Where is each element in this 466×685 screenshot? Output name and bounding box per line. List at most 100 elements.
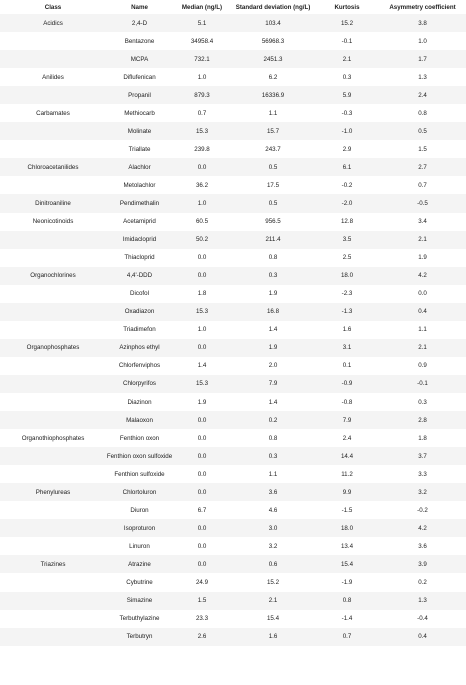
table-row: Linuron 0.0 3.2 13.4 3.6 bbox=[0, 537, 466, 556]
name-cell: Fenthion oxon bbox=[106, 429, 173, 448]
kurtosis-cell: -0.1 bbox=[315, 32, 379, 51]
table-row: Fenthion oxon sulfoxide 0.0 0.3 14.4 3.7 bbox=[0, 447, 466, 466]
class-cell bbox=[0, 537, 106, 556]
name-cell: Chlortoluron bbox=[106, 483, 173, 502]
table-row: Chloroacetanilides Alachlor 0.0 0.5 6.1 2.7 bbox=[0, 158, 466, 177]
kurtosis-cell: 2.4 bbox=[315, 429, 379, 448]
median-cell: 0.7 bbox=[173, 104, 231, 123]
asymmetry-cell: 0.8 bbox=[379, 104, 466, 123]
median-cell: 0.0 bbox=[173, 447, 231, 466]
std-dev-cell: 0.8 bbox=[231, 248, 315, 267]
kurtosis-cell: 2.5 bbox=[315, 248, 379, 267]
median-cell: 15.3 bbox=[173, 374, 231, 393]
class-cell bbox=[0, 50, 106, 69]
kurtosis-cell: 7.9 bbox=[315, 411, 379, 430]
class-cell: Chloroacetanilides bbox=[0, 158, 106, 177]
class-cell: Dinitroaniline bbox=[0, 194, 106, 213]
asymmetry-cell: 2.1 bbox=[379, 338, 466, 357]
std-dev-cell: 3.6 bbox=[231, 483, 315, 502]
asymmetry-cell: -0.4 bbox=[379, 609, 466, 628]
std-dev-cell: 1.4 bbox=[231, 320, 315, 339]
median-cell: 15.3 bbox=[173, 302, 231, 321]
asymmetry-cell: 3.4 bbox=[379, 212, 466, 231]
header-kurtosis: Kurtosis bbox=[315, 0, 379, 14]
class-cell bbox=[0, 86, 106, 105]
table-row: Terbutryn 2.6 1.6 0.7 0.4 bbox=[0, 627, 466, 646]
table-row: Simazine 1.5 2.1 0.8 1.3 bbox=[0, 591, 466, 610]
class-cell: Organophosphates bbox=[0, 338, 106, 357]
std-dev-cell: 0.6 bbox=[231, 555, 315, 574]
kurtosis-cell: -1.5 bbox=[315, 501, 379, 520]
table-row: Dicofol 1.8 1.9 -2.3 0.0 bbox=[0, 284, 466, 303]
asymmetry-cell: 2.4 bbox=[379, 86, 466, 105]
asymmetry-cell: 0.5 bbox=[379, 122, 466, 141]
median-cell: 0.0 bbox=[173, 519, 231, 538]
class-cell bbox=[0, 122, 106, 141]
kurtosis-cell: 0.8 bbox=[315, 591, 379, 610]
asymmetry-cell: 3.9 bbox=[379, 555, 466, 574]
asymmetry-cell: 0.2 bbox=[379, 573, 466, 592]
kurtosis-cell: 2.1 bbox=[315, 50, 379, 69]
name-cell: Diuron bbox=[106, 501, 173, 520]
name-cell: Fenthion sulfoxide bbox=[106, 465, 173, 484]
median-cell: 2.6 bbox=[173, 627, 231, 646]
table-row: MCPA 732.1 2451.3 2.1 1.7 bbox=[0, 50, 466, 69]
kurtosis-cell: 15.4 bbox=[315, 555, 379, 574]
name-cell: Azinphos ethyl bbox=[106, 338, 173, 357]
kurtosis-cell: 0.1 bbox=[315, 356, 379, 375]
median-cell: 0.0 bbox=[173, 429, 231, 448]
table-row: Acidics 2,4-D 5.1 103.4 15.2 3.8 bbox=[0, 14, 466, 33]
median-cell: 6.7 bbox=[173, 501, 231, 520]
std-dev-cell: 0.2 bbox=[231, 411, 315, 430]
median-cell: 0.0 bbox=[173, 465, 231, 484]
asymmetry-cell: 1.5 bbox=[379, 140, 466, 159]
kurtosis-cell: 2.9 bbox=[315, 140, 379, 159]
std-dev-cell: 0.8 bbox=[231, 429, 315, 448]
class-cell bbox=[0, 176, 106, 195]
class-cell: Organochlorines bbox=[0, 266, 106, 285]
kurtosis-cell: 0.3 bbox=[315, 68, 379, 87]
class-cell: Carbamates bbox=[0, 104, 106, 123]
class-cell bbox=[0, 284, 106, 303]
header-std-dev: Standard deviation (ng/L) bbox=[231, 0, 315, 14]
header-row: Class Name Median (ng/L) Standard deviat… bbox=[0, 0, 466, 14]
kurtosis-cell: 18.0 bbox=[315, 266, 379, 285]
table-row: Organochlorines 4,4'-DDD 0.0 0.3 18.0 4.2 bbox=[0, 266, 466, 285]
asymmetry-cell: 0.4 bbox=[379, 627, 466, 646]
asymmetry-cell: 1.8 bbox=[379, 429, 466, 448]
name-cell: Propanil bbox=[106, 86, 173, 105]
median-cell: 0.0 bbox=[173, 338, 231, 357]
asymmetry-cell: 1.0 bbox=[379, 32, 466, 51]
class-cell bbox=[0, 411, 106, 430]
name-cell: Triallate bbox=[106, 140, 173, 159]
asymmetry-cell: 2.1 bbox=[379, 230, 466, 249]
name-cell: Alachlor bbox=[106, 158, 173, 177]
name-cell: Pendimethalin bbox=[106, 194, 173, 213]
class-cell bbox=[0, 356, 106, 375]
class-cell bbox=[0, 609, 106, 628]
class-cell bbox=[0, 374, 106, 393]
std-dev-cell: 2.1 bbox=[231, 591, 315, 610]
name-cell: Terbutryn bbox=[106, 627, 173, 646]
name-cell: Terbuthylazine bbox=[106, 609, 173, 628]
kurtosis-cell: 5.9 bbox=[315, 86, 379, 105]
median-cell: 24.9 bbox=[173, 573, 231, 592]
kurtosis-cell: 3.1 bbox=[315, 338, 379, 357]
header-asymmetry: Asymmetry coefficient bbox=[379, 0, 466, 14]
median-cell: 0.0 bbox=[173, 158, 231, 177]
table-row: Triallate 239.8 243.7 2.9 1.5 bbox=[0, 140, 466, 159]
asymmetry-cell: 3.8 bbox=[379, 14, 466, 33]
std-dev-cell: 17.5 bbox=[231, 176, 315, 195]
kurtosis-cell: 6.1 bbox=[315, 158, 379, 177]
median-cell: 1.8 bbox=[173, 284, 231, 303]
median-cell: 0.0 bbox=[173, 248, 231, 267]
kurtosis-cell: 15.2 bbox=[315, 14, 379, 33]
median-cell: 50.2 bbox=[173, 230, 231, 249]
table-row: Phenylureas Chlortoluron 0.0 3.6 9.9 3.2 bbox=[0, 483, 466, 502]
asymmetry-cell: 3.6 bbox=[379, 537, 466, 556]
table-row: Isoproturon 0.0 3.0 18.0 4.2 bbox=[0, 519, 466, 538]
name-cell: Acetamiprid bbox=[106, 212, 173, 231]
kurtosis-cell: 0.7 bbox=[315, 627, 379, 646]
std-dev-cell: 0.3 bbox=[231, 266, 315, 285]
median-cell: 36.2 bbox=[173, 176, 231, 195]
